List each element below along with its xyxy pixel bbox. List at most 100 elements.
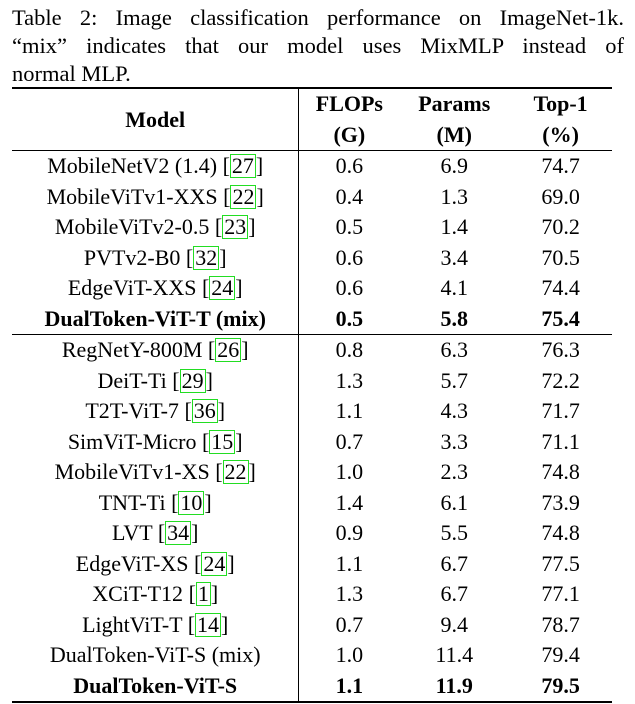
cell-top1: 69.0 [541, 183, 580, 209]
cell-top1: 74.8 [541, 520, 580, 546]
table-row: MobileViTv1-XXS [22] 0.4 1.3 69.0 [12, 181, 612, 212]
table-group-2: RegNetY-800M [26] 0.8 6.3 76.3 DeiT-Ti [29] 1… [12, 334, 612, 702]
cell-flops: 0.6 [335, 244, 364, 270]
cell-model: DeiT-Ti [29] [12, 365, 300, 396]
cell-params: 3.4 [440, 244, 468, 270]
cell-top1: 77.1 [541, 581, 580, 607]
cell-flops: 1.1 [335, 672, 364, 698]
cell-model: MobileViTv1-XS [22] [12, 457, 300, 488]
citation-link[interactable]: 36 [191, 398, 218, 424]
table-row: XCiT-T12 [1] 1.3 6.7 77.1 [12, 579, 612, 610]
citation-link[interactable]: 22 [222, 459, 249, 485]
table-group-1: MobileNetV2 (1.4) [27] 0.6 6.9 74.7 MobileVi… [12, 150, 612, 335]
cell-flops: 1.3 [335, 367, 364, 393]
header-top1-unit: (%) [542, 121, 579, 147]
header-model: Model [12, 88, 300, 151]
table-row: MobileNetV2 (1.4) [27] 0.6 6.9 74.7 [12, 150, 612, 182]
cell-top1: 75.4 [541, 305, 580, 331]
citation-link[interactable]: 24 [201, 550, 228, 576]
cell-flops: 1.3 [335, 581, 364, 607]
header-flops-unit: (G) [333, 121, 366, 147]
citation-link[interactable]: 14 [195, 611, 222, 637]
cell-top1: 74.7 [541, 153, 580, 179]
citation-link[interactable]: 23 [222, 214, 249, 240]
table-row: DualToken-ViT-T (mix) 0.5 5.8 75.4 [12, 303, 612, 335]
citation-link[interactable]: 1 [195, 581, 211, 607]
cell-params: 4.3 [440, 398, 468, 424]
table-row: RegNetY-800M [26] 0.8 6.3 76.3 [12, 334, 612, 366]
header-params: Params [418, 91, 491, 117]
cell-params: 11.9 [435, 672, 473, 698]
citation-link[interactable]: 15 [209, 428, 236, 454]
header-flops: FLOPs [315, 91, 383, 117]
table-row: EdgeViT-XXS [24] 0.6 4.1 74.4 [12, 273, 612, 304]
cell-model: LightViT-T [14] [12, 609, 300, 640]
table-row: T2T-ViT-7 [36] 1.1 4.3 71.7 [12, 396, 612, 427]
cell-model: XCiT-T12 [1] [12, 579, 300, 610]
cell-model: EdgeViT-XXS [24] [12, 273, 300, 304]
citation-link[interactable]: 34 [165, 520, 192, 546]
table-row: LightViT-T [14] 0.7 9.4 78.7 [12, 609, 612, 640]
cell-model: DualToken-ViT-T (mix) [12, 303, 300, 335]
cell-params: 6.7 [440, 581, 468, 607]
caption-line-3: normal MLP. [12, 61, 131, 86]
model-name: DualToken-ViT-S [73, 672, 238, 698]
cell-params: 1.3 [440, 183, 468, 209]
cell-params: 2.3 [440, 459, 468, 485]
model-name: TNT-Ti [98, 489, 166, 515]
model-name: EdgeViT-XXS [67, 275, 197, 301]
table-row: EdgeViT-XS [24] 1.1 6.7 77.5 [12, 548, 612, 579]
model-name: DualToken-ViT-T (mix) [44, 305, 266, 331]
cell-params: 5.7 [440, 367, 468, 393]
cell-model: EdgeViT-XS [24] [12, 548, 300, 579]
table-row: DeiT-Ti [29] 1.3 5.7 72.2 [12, 365, 612, 396]
cell-model: MobileViTv1-XXS [22] [12, 181, 300, 212]
citation-link[interactable]: 26 [215, 337, 242, 363]
cell-model: SimViT-Micro [15] [12, 426, 300, 457]
citation-link[interactable]: 22 [230, 183, 257, 209]
cell-flops: 0.4 [335, 183, 364, 209]
cell-model: T2T-ViT-7 [36] [12, 396, 300, 427]
header-top1: Top-1 [533, 91, 588, 117]
caption-line-1: Table 2: Image classification performanc… [12, 5, 624, 30]
cell-flops: 0.5 [335, 214, 364, 240]
citation-link[interactable]: 29 [179, 367, 206, 393]
cell-top1: 79.5 [541, 672, 580, 698]
cell-top1: 71.7 [541, 398, 580, 424]
cell-params: 6.3 [440, 337, 468, 363]
cell-params: 11.4 [435, 642, 474, 668]
cell-flops: 0.6 [335, 153, 364, 179]
model-name: MobileViTv1-XS [54, 459, 210, 485]
model-name: MobileNetV2 (1.4) [47, 153, 218, 179]
cell-params: 5.5 [440, 520, 468, 546]
cell-top1: 77.5 [541, 550, 580, 576]
cell-params: 1.4 [440, 214, 468, 240]
cell-flops: 1.0 [335, 642, 364, 668]
cell-flops: 1.0 [335, 459, 364, 485]
cell-top1: 74.4 [541, 275, 580, 301]
citation-link[interactable]: 10 [178, 489, 205, 515]
model-name: LVT [111, 520, 153, 546]
model-name: MobileViTv1-XXS [46, 183, 218, 209]
table-row: PVTv2-B0 [32] 0.6 3.4 70.5 [12, 242, 612, 273]
table-row: SimViT-Micro [15] 0.7 3.3 71.1 [12, 426, 612, 457]
model-name: DualToken-ViT-S (mix) [49, 642, 261, 668]
model-name: PVTv2-B0 [83, 244, 181, 270]
citation-link[interactable]: 24 [209, 275, 236, 301]
model-name: MobileViTv2-0.5 [54, 214, 210, 240]
cell-params: 4.1 [440, 275, 468, 301]
cell-model: MobileNetV2 (1.4) [27] [12, 150, 300, 182]
cell-model: TNT-Ti [10] [12, 487, 300, 518]
cell-model: DualToken-ViT-S [12, 670, 300, 702]
table-row: DualToken-ViT-S (mix) 1.0 11.4 79.4 [12, 640, 612, 671]
table-row: DualToken-ViT-S 1.1 11.9 79.5 [12, 670, 612, 702]
table-row: LVT [34] 0.9 5.5 74.8 [12, 518, 612, 549]
citation-link[interactable]: 32 [193, 244, 220, 270]
citation-link[interactable]: 27 [229, 153, 256, 179]
table-row: TNT-Ti [10] 1.4 6.1 73.9 [12, 487, 612, 518]
cell-flops: 0.6 [335, 275, 364, 301]
table-row: MobileViTv1-XS [22] 1.0 2.3 74.8 [12, 457, 612, 488]
cell-model: PVTv2-B0 [32] [12, 242, 300, 273]
cell-flops: 1.1 [335, 398, 364, 424]
cell-params: 5.8 [440, 305, 468, 331]
